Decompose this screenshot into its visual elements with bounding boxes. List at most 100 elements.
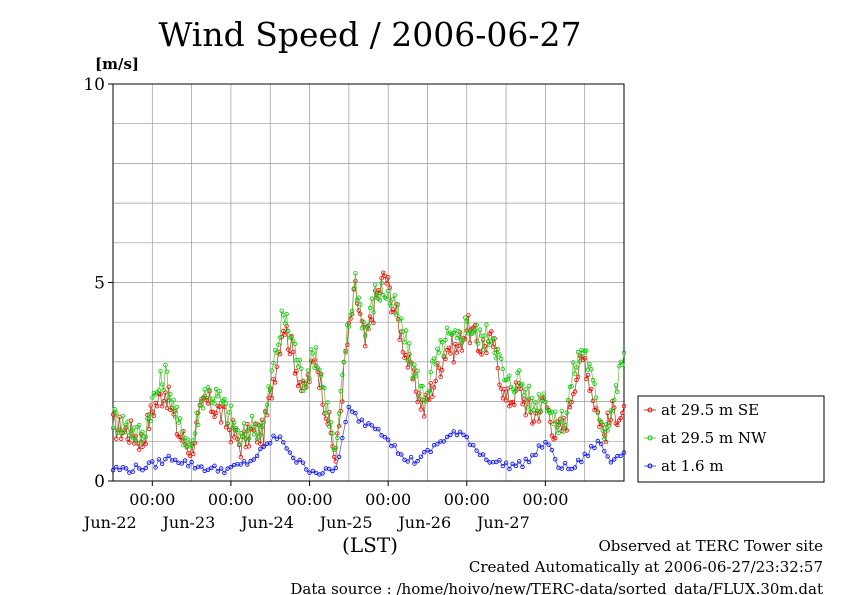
data-point [410,375,415,381]
data-point [330,444,335,449]
data-point [369,296,374,301]
data-point [472,328,478,333]
data-point [204,395,209,400]
y-tick-label: 10 [83,75,105,95]
data-point [268,441,273,446]
data-point [330,468,335,474]
data-point [299,366,304,371]
data-point [499,356,504,362]
data-point [274,350,279,355]
series-2 [110,271,627,453]
data-point [589,386,594,392]
data-point [261,444,266,449]
legend-swatch-marker [647,463,653,469]
data-point [276,342,281,347]
data-point [408,455,414,460]
data-point [251,457,257,462]
data-point [335,435,340,441]
data-point [462,315,468,320]
data-point [340,435,345,441]
data-point [140,429,145,434]
data-point [428,449,433,455]
data-point [172,457,178,462]
data-point [294,460,299,465]
data-point [517,459,522,464]
data-point [159,461,165,466]
data-point [215,469,220,474]
data-point [277,335,283,340]
data-point [114,464,119,470]
data-point [269,396,275,401]
data-point [341,359,347,365]
data-point [359,417,365,422]
data-point [274,364,279,369]
data-point [384,281,389,286]
data-point [171,397,176,403]
legend-label: at 29.5 m SE [661,401,759,419]
data-point [310,468,315,474]
data-point [254,453,260,459]
series-1 [110,270,627,464]
data-point [289,335,294,340]
data-point [128,428,134,433]
data-point [476,341,481,346]
data-point [331,454,337,460]
data-point [422,450,427,455]
data-point [338,388,343,394]
data-point [263,410,268,415]
data-point [594,405,599,410]
data-point [402,340,407,345]
x-axis-label: (LST) [342,533,398,557]
data-point [613,383,618,388]
data-point [330,431,335,436]
data-point [444,325,450,330]
data-point [505,386,510,391]
data-point [607,423,612,428]
data-point [536,392,541,397]
data-point [444,434,450,440]
data-point [480,337,486,343]
data-point [287,450,293,455]
data-point [523,456,528,462]
data-point [182,458,188,463]
data-point [271,360,276,366]
data-point [127,440,132,445]
data-point [281,440,286,445]
data-point [366,421,371,426]
data-point [320,402,325,407]
data-point [412,461,417,466]
data-point [284,446,289,451]
data-point [394,301,399,307]
data-point [557,420,563,425]
data-point [377,298,383,303]
data-point [169,406,175,411]
data-point [598,420,604,425]
data-point [322,385,327,391]
data-point [561,429,566,434]
data-point [521,393,527,398]
data-point [323,410,329,416]
data-point [258,446,263,452]
data-point [367,305,373,311]
data-point [543,399,548,405]
data-point [259,425,265,430]
data-point [374,292,379,297]
data-point [363,344,368,349]
data-point [451,429,456,434]
data-point [294,369,299,374]
data-point [395,302,401,307]
data-point [572,371,578,376]
data-point [535,410,540,416]
data-point [548,419,553,425]
data-point [122,429,127,435]
data-point [209,465,214,471]
data-point [585,372,591,378]
x-tick-time-label: 00:00 [208,490,254,509]
data-point [136,466,142,471]
data-point [433,362,438,367]
data-point [413,373,419,379]
data-point [553,435,558,441]
data-point [114,410,119,416]
data-point [397,337,402,342]
data-point [526,383,532,389]
